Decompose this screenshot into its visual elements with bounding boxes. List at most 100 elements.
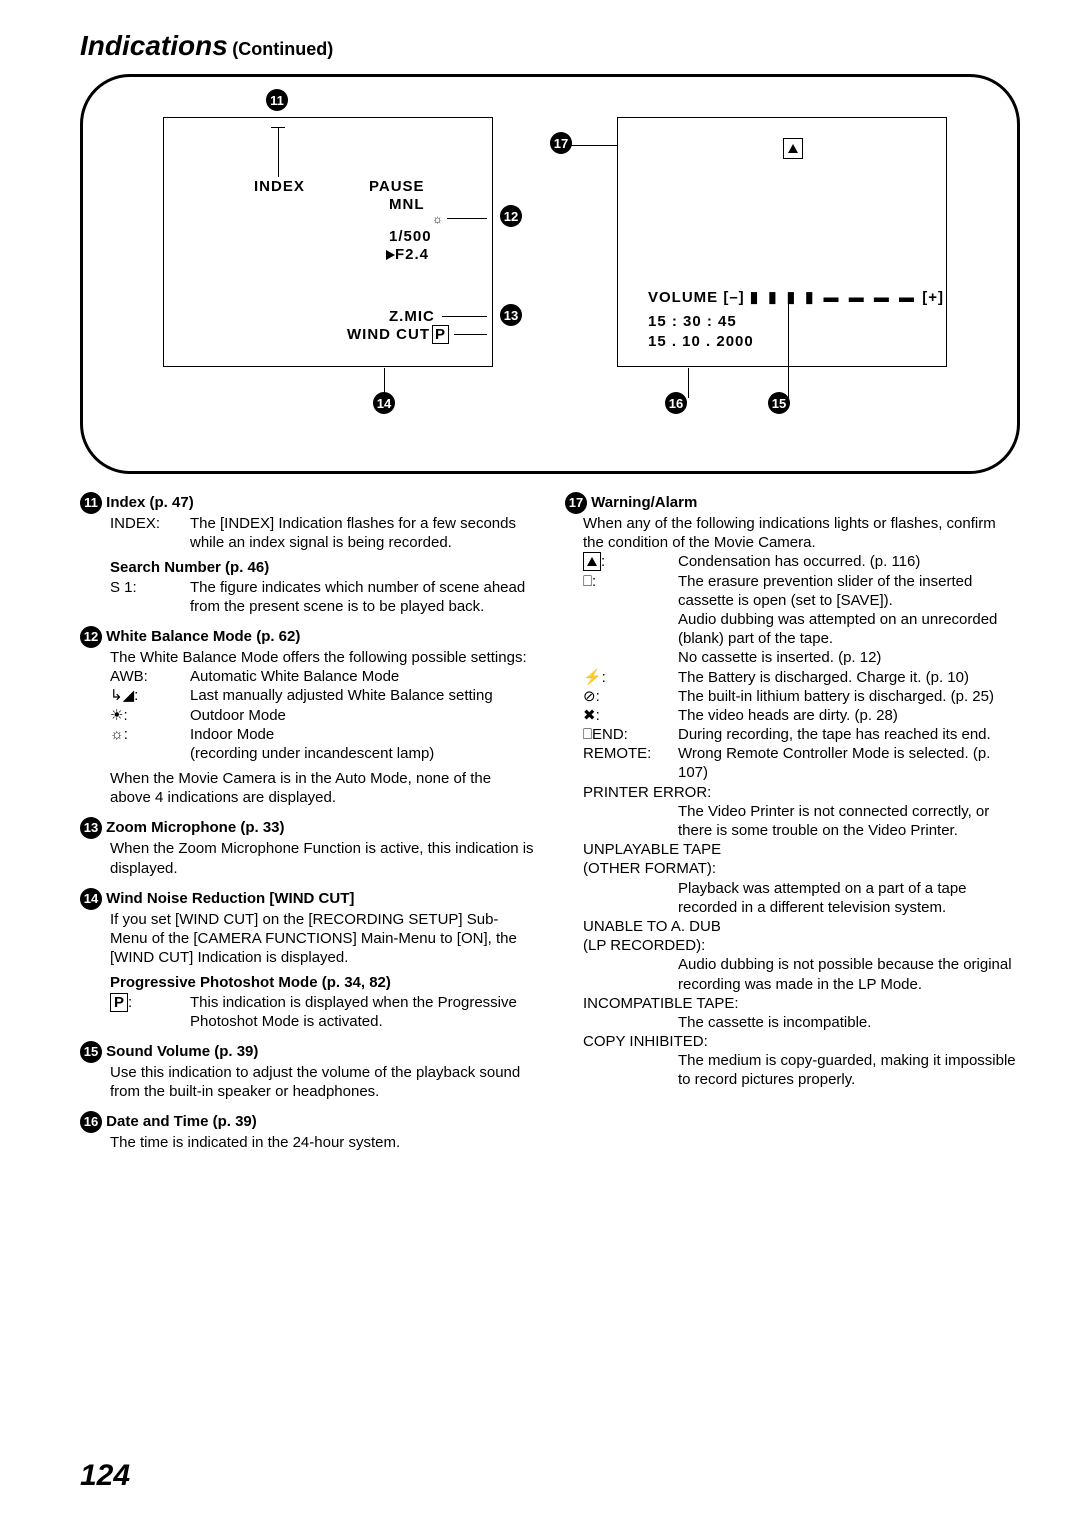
mnl-label: MNL	[389, 196, 425, 213]
s14-pp-key: P:	[110, 993, 190, 1031]
s17-r3-key: ⚡:	[583, 668, 678, 687]
zmic-label: Z.MIC	[389, 308, 435, 325]
s17-r6-key: ⎕END:	[583, 725, 678, 744]
s17-r1-txt: Condensation has occurred. (p. 116)	[678, 552, 920, 571]
s17-r2c-key	[583, 648, 678, 667]
time-label: 15 : 30 : 45	[648, 313, 737, 330]
num-17-inline: 17	[565, 492, 587, 514]
s17-r9-key: UNPLAYABLE TAPE	[565, 840, 1020, 859]
s17-r4-txt: The built-in lithium battery is discharg…	[678, 687, 994, 706]
s17-r10-key2: (LP RECORDED):	[565, 936, 1020, 955]
s17-r2b-txt: Audio dubbing was attempted on an unreco…	[678, 610, 1020, 648]
warn-icon	[783, 138, 803, 159]
s17-r8-txt: The Video Printer is not connected corre…	[678, 802, 1020, 840]
s17-r11-key: INCOMPATIBLE TAPE:	[565, 994, 1020, 1013]
section-16: 16 Date and Time (p. 39) The time is ind…	[80, 1111, 535, 1152]
section-11: 11 Index (p. 47) INDEX: The [INDEX] Indi…	[80, 492, 535, 616]
s17-r2b-key	[583, 610, 678, 648]
s17-r1-key: :	[583, 552, 678, 571]
s17-r5-txt: The video heads are dirty. (p. 28)	[678, 706, 898, 725]
page-title: Indications	[80, 30, 228, 61]
sun-icon: ☼	[432, 212, 444, 226]
pause-label: PAUSE	[369, 178, 425, 195]
page-header: Indications (Continued)	[80, 30, 1020, 62]
section-17: 17 Warning/Alarm When any of the followi…	[565, 492, 1020, 1090]
num-14-inline: 14	[80, 888, 102, 910]
s17-r10-txt: Audio dubbing is not possible because th…	[678, 955, 1020, 993]
section-13: 13 Zoom Microphone (p. 33) When the Zoom…	[80, 817, 535, 877]
s12-in-txt: Indoor Mode	[190, 726, 274, 743]
s17-r8-key: PRINTER ERROR:	[565, 783, 1020, 802]
callout-15: 15	[768, 392, 790, 414]
s17-r5-key: ✖:	[583, 706, 678, 725]
s17-r2-key: ⎕:	[583, 572, 678, 610]
s17-r4-key: ⊘:	[583, 687, 678, 706]
volume-row: VOLUME [–] ▮ ▮ ▮ ▮ ▬ ▬ ▬ ▬ [+]	[648, 288, 944, 306]
s11-index-txt: The [INDEX] Indication flashes for a few…	[190, 514, 535, 552]
left-screen: INDEX PAUSE MNL ☼ 1/500 F2.4 Z.MIC WIND …	[163, 117, 493, 367]
page-title-continued: (Continued)	[232, 39, 333, 59]
s12-man-txt: Last manually adjusted White Balance set…	[190, 686, 493, 705]
s17-r7-key: REMOTE:	[583, 744, 678, 782]
s12-out-key: ☀:	[110, 706, 190, 725]
s12-in-txt2: (recording under incandescent lamp)	[190, 745, 434, 762]
s14-pp-head: Progressive Photoshot Mode (p. 34, 82)	[80, 973, 535, 992]
diagram-frame: INDEX PAUSE MNL ☼ 1/500 F2.4 Z.MIC WIND …	[80, 74, 1020, 474]
left-column: 11 Index (p. 47) INDEX: The [INDEX] Indi…	[80, 492, 535, 1163]
s17-r12-txt: The medium is copy-guarded, making it im…	[678, 1051, 1020, 1089]
section-12: 12 White Balance Mode (p. 62) The White …	[80, 626, 535, 808]
section-15: 15 Sound Volume (p. 39) Use this indicat…	[80, 1041, 535, 1101]
callout-11: 11	[266, 89, 288, 111]
s11-index-key: INDEX:	[110, 514, 190, 552]
s17-r11-txt: The cassette is incompatible.	[678, 1013, 871, 1032]
s14-head: Wind Noise Reduction [WIND CUT]	[106, 890, 354, 907]
s11-search-head: Search Number (p. 46)	[80, 558, 535, 577]
num-16-inline: 16	[80, 1111, 102, 1133]
s12-head: White Balance Mode (p. 62)	[106, 628, 300, 645]
callout-17: 17	[550, 132, 572, 154]
s17-r12-key: COPY INHIBITED:	[565, 1032, 1020, 1051]
s12-awb-txt: Automatic White Balance Mode	[190, 667, 399, 686]
s17-r2-txt: The erasure prevention slider of the ins…	[678, 572, 1020, 610]
page-number: 124	[80, 1459, 130, 1493]
s11-s1-txt: The figure indicates which number of sce…	[190, 578, 535, 616]
s13-txt: When the Zoom Microphone Function is act…	[80, 839, 535, 877]
s17-r7-txt: Wrong Remote Controller Mode is selected…	[678, 744, 1020, 782]
s12-intro: The White Balance Mode offers the follow…	[80, 648, 535, 667]
s17-r9-key2: (OTHER FORMAT):	[565, 859, 1020, 878]
s17-r9-txt: Playback was attempted on a part of a ta…	[678, 879, 1020, 917]
s11-head: Index (p. 47)	[106, 494, 194, 511]
s15-head: Sound Volume (p. 39)	[106, 1043, 258, 1060]
s17-r2c-txt: No cassette is inserted. (p. 12)	[678, 648, 881, 667]
s17-r10-key: UNABLE TO A. DUB	[565, 917, 1020, 936]
s17-head: Warning/Alarm	[591, 494, 697, 511]
callout-14: 14	[373, 392, 395, 414]
s12-note: When the Movie Camera is in the Auto Mod…	[80, 769, 535, 807]
s12-in-key: ☼:	[110, 725, 190, 763]
s14-pp-txt: This indication is displayed when the Pr…	[190, 993, 535, 1031]
fstop-label: F2.4	[386, 246, 429, 263]
s15-txt: Use this indication to adjust the volume…	[80, 1063, 535, 1101]
callout-16: 16	[665, 392, 687, 414]
s12-awb-key: AWB:	[110, 667, 190, 686]
right-screen: VOLUME [–] ▮ ▮ ▮ ▮ ▬ ▬ ▬ ▬ [+] 15 : 30 :…	[617, 117, 947, 367]
s11-s1-key: S 1:	[110, 578, 190, 616]
index-label: INDEX	[254, 178, 305, 195]
s14-txt: If you set [WIND CUT] on the [RECORDING …	[80, 910, 535, 968]
s17-r3-txt: The Battery is discharged. Charge it. (p…	[678, 668, 969, 687]
section-14: 14 Wind Noise Reduction [WIND CUT] If yo…	[80, 888, 535, 1031]
s12-out-txt: Outdoor Mode	[190, 706, 286, 725]
s13-head: Zoom Microphone (p. 33)	[106, 819, 284, 836]
callout-13: 13	[500, 304, 522, 326]
windcut-label: WIND CUTP	[347, 326, 449, 343]
shutter-label: 1/500	[389, 228, 432, 245]
s17-r6-txt: During recording, the tape has reached i…	[678, 725, 991, 744]
callout-12: 12	[500, 205, 522, 227]
date-label: 15 . 10 . 2000	[648, 333, 754, 350]
s12-man-key: ↳◢:	[110, 686, 190, 705]
s16-txt: The time is indicated in the 24-hour sys…	[80, 1133, 535, 1152]
num-11-inline: 11	[80, 492, 102, 514]
s16-head: Date and Time (p. 39)	[106, 1113, 257, 1130]
content-columns: 11 Index (p. 47) INDEX: The [INDEX] Indi…	[80, 492, 1020, 1163]
right-column: 17 Warning/Alarm When any of the followi…	[565, 492, 1020, 1163]
